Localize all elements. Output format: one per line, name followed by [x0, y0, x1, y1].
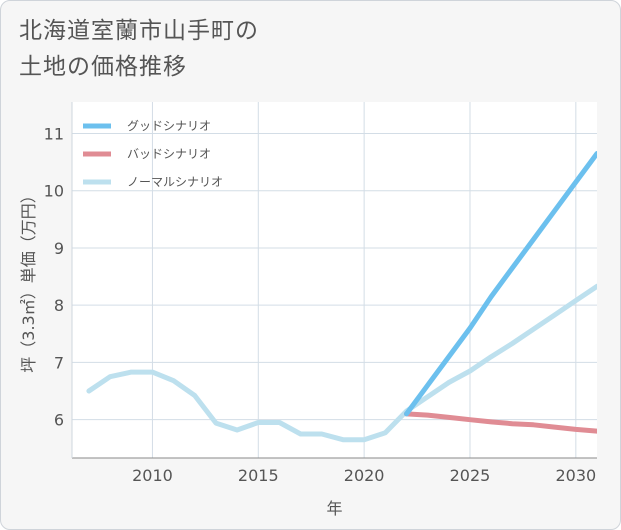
x-tick-label: 2020 — [344, 466, 385, 485]
x-tick-label: 2025 — [450, 466, 491, 485]
legend-good-scenario: グッドシナリオ — [83, 119, 211, 133]
title-line-2: 土地の価格推移 — [19, 54, 187, 80]
x-tick-label: 2010 — [132, 466, 173, 485]
chart-title: 北海道室蘭市山手町の 土地の価格推移 — [19, 13, 259, 85]
good-scenario-line — [404, 151, 597, 417]
y-tick-label: 7 — [54, 353, 64, 372]
normal-scenario-line — [86, 283, 597, 443]
y-axis-label: 坪（3.3㎡）単価（万円） — [19, 187, 38, 372]
grid — [72, 102, 597, 458]
title-line-1: 北海道室蘭市山手町の — [19, 18, 259, 44]
y-tick-label: 10 — [44, 182, 64, 201]
plot-area — [72, 102, 597, 458]
x-tick-label: 2030 — [555, 466, 596, 485]
legend-label: ノーマルシナリオ — [127, 175, 223, 189]
y-tick-label: 6 — [54, 411, 64, 430]
y-tick-label: 8 — [54, 296, 64, 315]
y-tick-label: 11 — [44, 124, 64, 143]
legend-label: バッドシナリオ — [127, 147, 211, 161]
bad-scenario-line — [404, 411, 597, 434]
tick-labels: 2010 2015 2020 2025 2030 6 7 8 9 10 11 — [44, 124, 597, 485]
legend-label: グッドシナリオ — [127, 119, 211, 133]
x-axis-label: 年 — [326, 499, 342, 518]
axes — [71, 102, 597, 459]
y-tick-label: 9 — [54, 239, 64, 258]
legend-normal-scenario: ノーマルシナリオ — [83, 175, 223, 189]
legend-bad-scenario: バッドシナリオ — [83, 147, 211, 161]
series-lines — [86, 151, 597, 443]
x-tick-label: 2015 — [238, 466, 279, 485]
